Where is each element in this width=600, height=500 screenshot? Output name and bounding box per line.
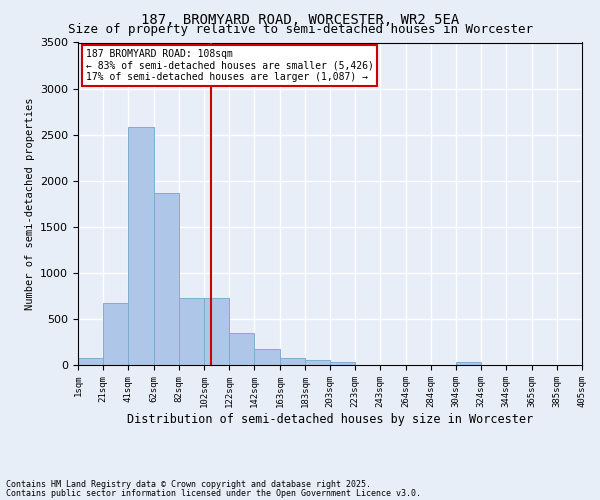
Bar: [305, 360, 330, 365]
Bar: [179, 298, 204, 365]
Bar: [229, 333, 254, 365]
Bar: [204, 298, 229, 365]
Bar: [456, 362, 481, 365]
Text: Contains HM Land Registry data © Crown copyright and database right 2025.: Contains HM Land Registry data © Crown c…: [6, 480, 371, 489]
Text: Size of property relative to semi-detached houses in Worcester: Size of property relative to semi-detach…: [67, 22, 533, 36]
Text: Contains public sector information licensed under the Open Government Licence v3: Contains public sector information licen…: [6, 488, 421, 498]
Text: 187, BROMYARD ROAD, WORCESTER, WR2 5EA: 187, BROMYARD ROAD, WORCESTER, WR2 5EA: [141, 12, 459, 26]
Bar: [254, 349, 280, 365]
Y-axis label: Number of semi-detached properties: Number of semi-detached properties: [25, 98, 35, 310]
Bar: [103, 304, 128, 365]
Text: 187 BROMYARD ROAD: 108sqm
← 83% of semi-detached houses are smaller (5,426)
17% : 187 BROMYARD ROAD: 108sqm ← 83% of semi-…: [86, 49, 373, 82]
X-axis label: Distribution of semi-detached houses by size in Worcester: Distribution of semi-detached houses by …: [127, 412, 533, 426]
Bar: [280, 358, 305, 365]
Bar: [128, 128, 154, 365]
Bar: [78, 358, 103, 365]
Bar: [154, 192, 179, 365]
Bar: [330, 362, 355, 365]
